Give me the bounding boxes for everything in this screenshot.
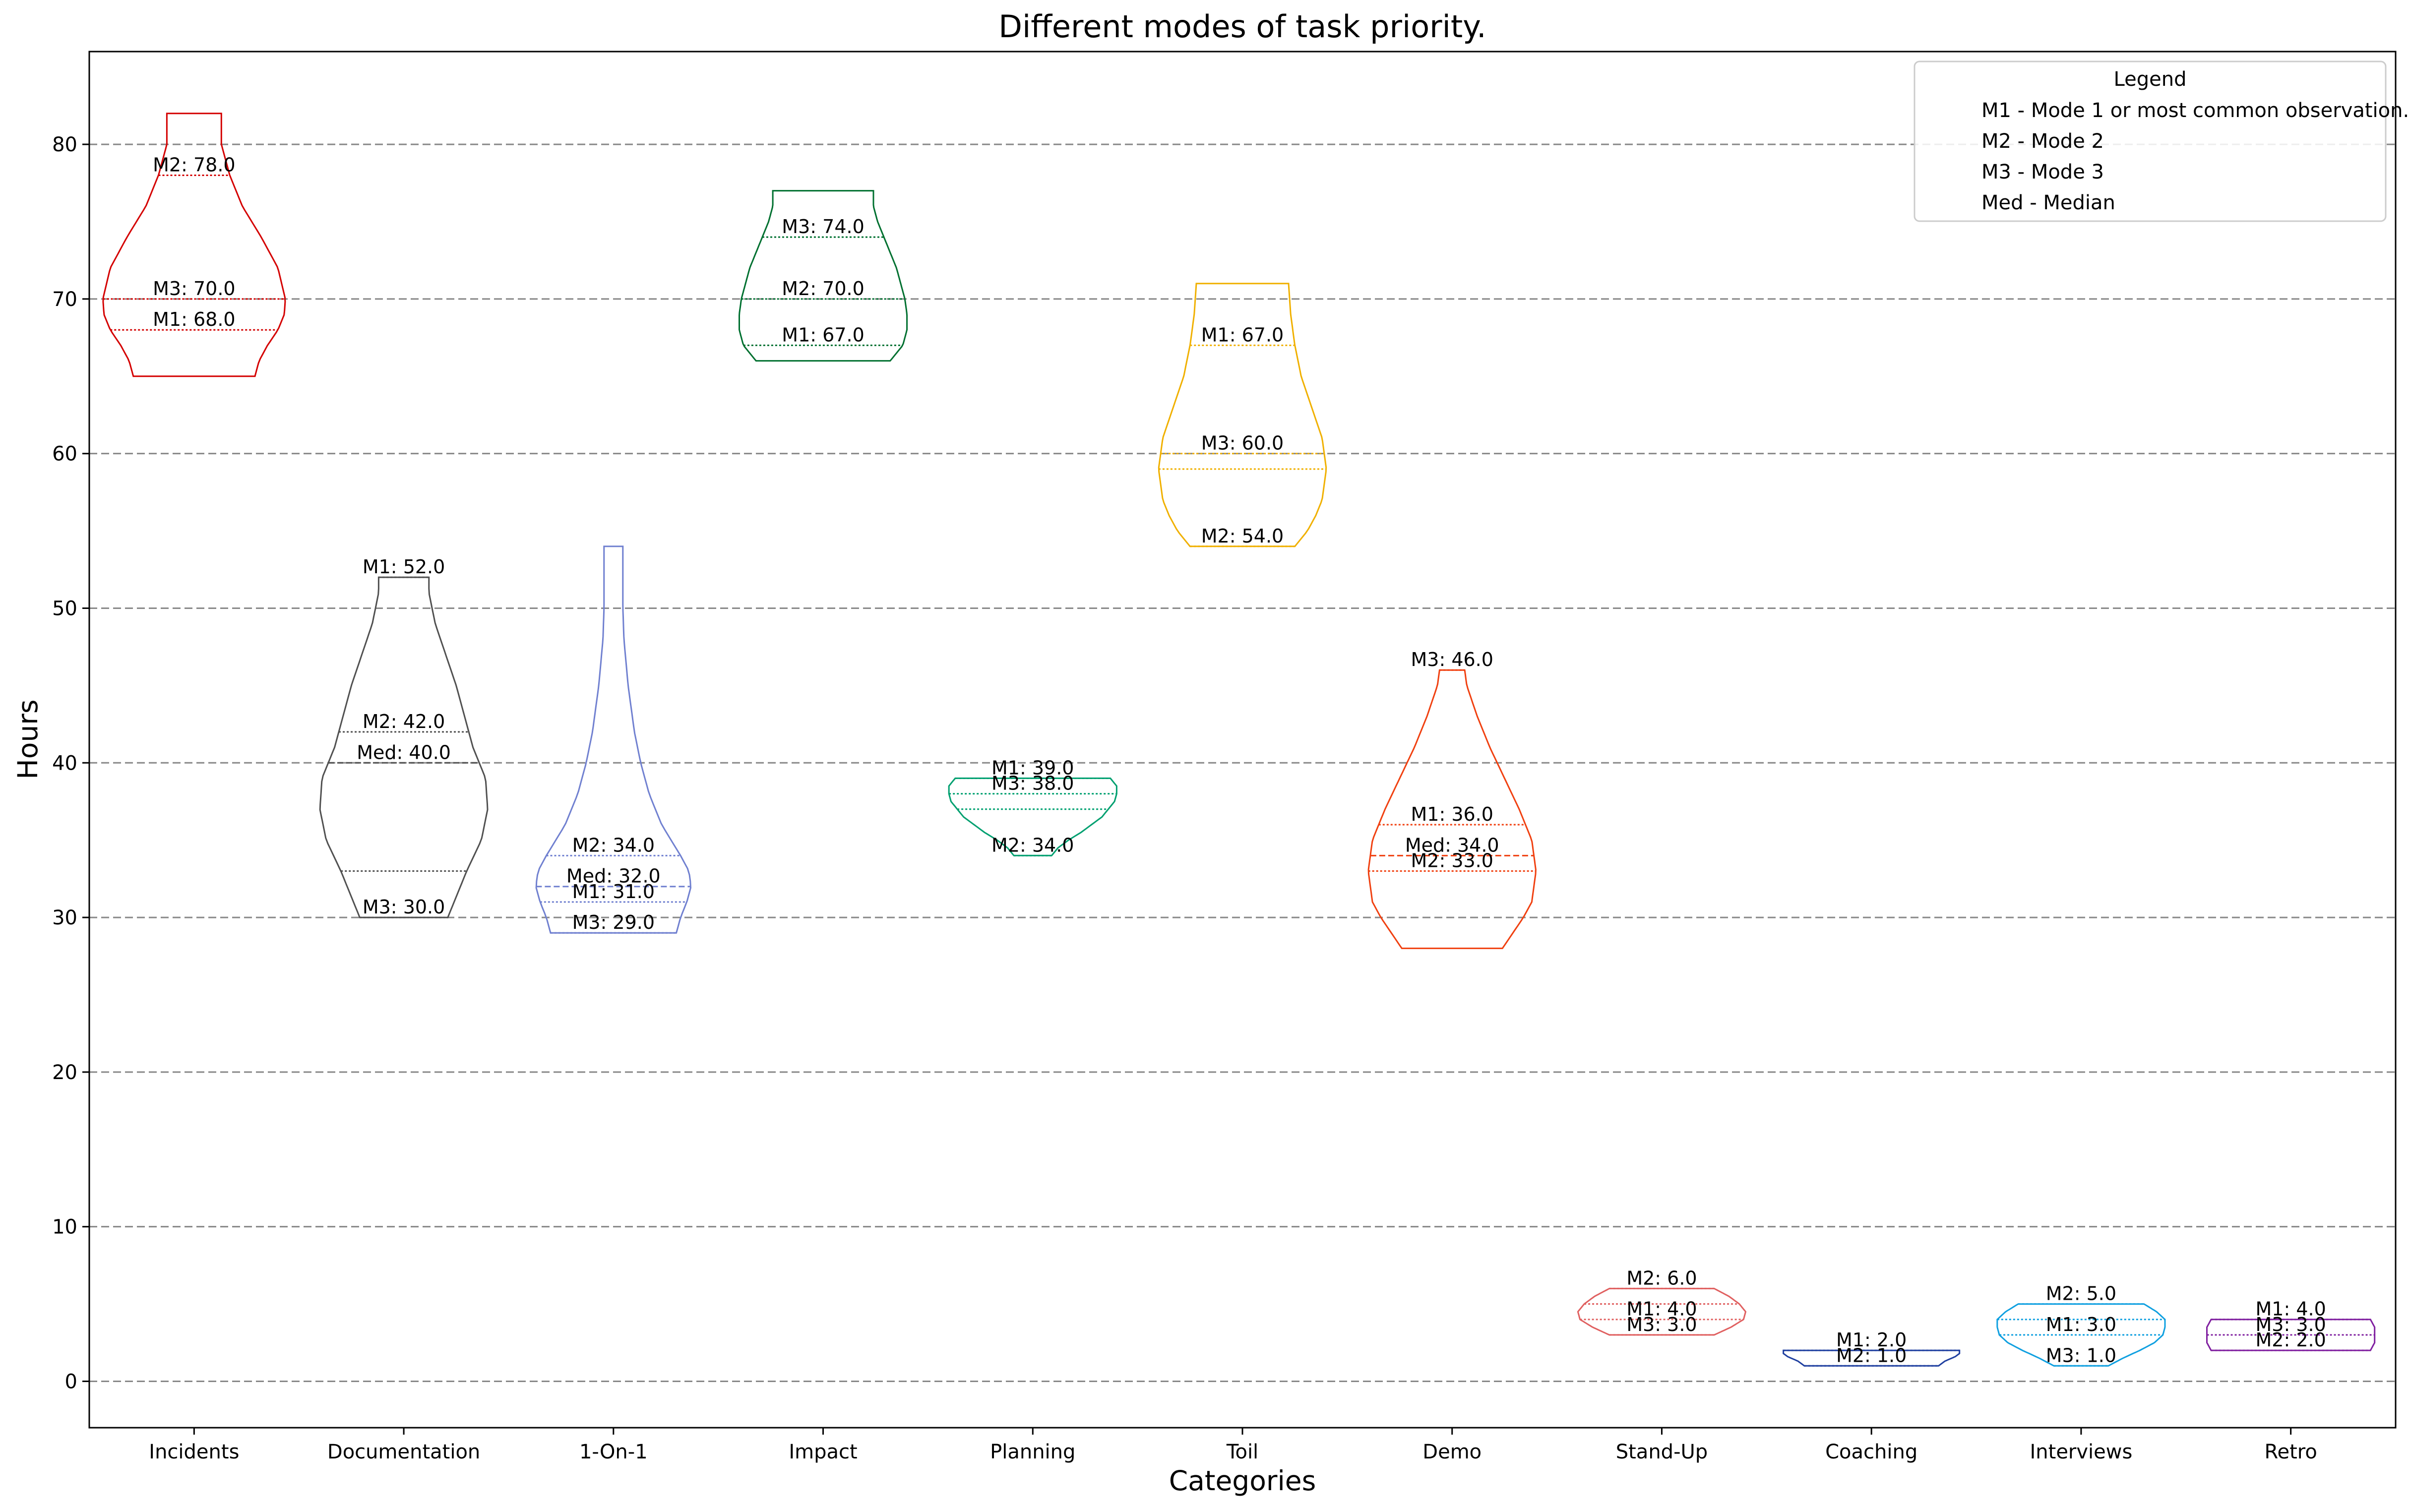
mode-label-impact: M2: 70.0	[782, 278, 864, 300]
violin-1-on-1	[535, 545, 692, 934]
legend-entry-m3: M3 - Mode 3	[1981, 161, 2104, 183]
mode-label-1-on-1: M1: 31.0	[572, 881, 655, 903]
legend-entry-m1: M1 - Mode 1 or most common observation.	[1981, 99, 2409, 122]
x-tick-label-interviews: Interviews	[2030, 1441, 2132, 1463]
y-tick-label: 30	[52, 907, 77, 929]
plot-frame	[88, 51, 2397, 1429]
mode-label-coaching: M1: 2.0	[1836, 1329, 1907, 1351]
x-tick-label-documentation: Documentation	[327, 1441, 480, 1463]
y-tick-label: 20	[52, 1061, 77, 1084]
mode-label-incidents: M3: 70.0	[153, 278, 235, 300]
mode-label-interviews: M3: 1.0	[2046, 1344, 2116, 1366]
mode-label-planning: M1: 39.0	[991, 757, 1074, 779]
violin-impact	[739, 190, 908, 362]
x-tick-label-impact: Impact	[789, 1441, 857, 1463]
mode-label-documentation: M2: 42.0	[363, 711, 445, 732]
y-tick-label: 50	[52, 597, 77, 620]
y-tick-label: 10	[52, 1216, 77, 1239]
mode-label-toil: M1: 67.0	[1201, 324, 1284, 346]
legend-box	[1914, 60, 2387, 222]
x-tick-label-toil: Toil	[1226, 1441, 1258, 1463]
mode-label-documentation: M3: 30.0	[363, 896, 445, 918]
mode-label-toil: M2: 54.0	[1201, 525, 1284, 547]
violin-incidents	[102, 113, 286, 377]
legend-title: Legend	[2114, 68, 2187, 91]
violins	[102, 113, 2376, 1367]
mode-label-documentation: Med: 40.0	[357, 741, 451, 763]
mode-label-stand-up: M1: 4.0	[1626, 1298, 1697, 1320]
x-axis-label: Categories	[1169, 1465, 1316, 1497]
x-tick-label-planning: Planning	[990, 1441, 1075, 1463]
mode-label-1-on-1: M2: 34.0	[572, 834, 655, 856]
mode-label-demo: Med: 34.0	[1405, 834, 1499, 856]
mode-labels: M2: 78.0 M3: 70.0 M1: 68.0 M1: 52.0 M2: 42.0…	[153, 154, 2326, 1366]
y-axis-ticks: 0 10 20 30 40 50 60 70 80	[52, 133, 89, 1393]
mode-label-incidents: M1: 68.0	[153, 308, 235, 330]
mode-label-demo: M3: 46.0	[1411, 649, 1493, 670]
legend: Legend M1 - Mode 1 or most common observ…	[1914, 60, 2409, 222]
mode-label-retro: M3: 3.0	[2255, 1314, 2326, 1335]
x-tick-label-coaching: Coaching	[1825, 1441, 1917, 1463]
violin-toil	[1158, 283, 1327, 547]
mode-label-impact: M1: 67.0	[782, 324, 864, 346]
y-axis-label: Hours	[12, 699, 44, 779]
x-tick-label-retro: Retro	[2264, 1441, 2317, 1463]
mode-label-incidents: M2: 78.0	[153, 154, 235, 176]
x-axis-ticks: Incidents Documentation 1-On-1 Impact Planni…	[149, 1428, 2317, 1463]
mode-label-toil: M3: 60.0	[1201, 432, 1284, 454]
mode-label-interviews: M2: 5.0	[2046, 1283, 2116, 1305]
mode-label-retro: M1: 4.0	[2255, 1298, 2326, 1320]
mode-label-demo: M2: 33.0	[1411, 850, 1493, 872]
violin-coaching	[1783, 1349, 1961, 1367]
mode-label-planning: M3: 38.0	[991, 773, 1074, 794]
mode-label-stand-up: M3: 3.0	[1626, 1314, 1697, 1335]
y-tick-label: 40	[52, 752, 77, 775]
legend-entry-med: Med - Median	[1981, 191, 2115, 214]
y-tick-label: 70	[52, 288, 77, 311]
mode-label-stand-up: M2: 6.0	[1626, 1267, 1697, 1289]
y-tick-label: 60	[52, 443, 77, 466]
mode-label-interviews: M1: 3.0	[2046, 1314, 2116, 1335]
chart-title: Different modes of task priority.	[998, 8, 1486, 45]
mode-label-coaching: M2: 1.0	[1836, 1344, 1907, 1366]
y-tick-label: 0	[65, 1370, 77, 1393]
mode-label-demo: M1: 36.0	[1411, 803, 1493, 825]
x-tick-label-stand-up: Stand-Up	[1616, 1441, 1708, 1463]
x-tick-label-1-on-1: 1-On-1	[579, 1441, 648, 1463]
gridlines	[89, 143, 2396, 1382]
y-tick-label: 80	[52, 133, 77, 156]
mode-label-planning: M2: 34.0	[991, 834, 1074, 856]
x-tick-label-demo: Demo	[1422, 1441, 1482, 1463]
x-tick-label-incidents: Incidents	[149, 1441, 239, 1463]
mode-label-1-on-1: M3: 29.0	[572, 911, 655, 933]
mode-label-documentation: M1: 52.0	[363, 556, 445, 578]
mode-label-impact: M3: 74.0	[782, 216, 864, 238]
mode-label-retro: M2: 2.0	[2255, 1329, 2326, 1351]
legend-entry-m2: M2 - Mode 2	[1981, 130, 2104, 153]
mode-label-1-on-1: Med: 32.0	[566, 865, 661, 887]
